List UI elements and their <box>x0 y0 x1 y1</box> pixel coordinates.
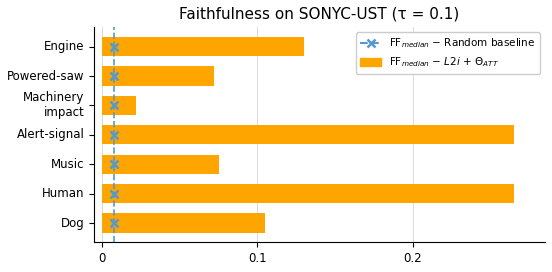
Bar <box>102 184 514 203</box>
Title: Faithfulness on SONYC-UST (τ = 0.1): Faithfulness on SONYC-UST (τ = 0.1) <box>179 7 460 22</box>
Bar <box>102 214 265 233</box>
Bar <box>102 155 219 174</box>
Bar <box>102 37 304 56</box>
Legend: FF$_{median}$ − Random baseline, FF$_{median}$ − $L2i$ + Θ$_{ATT}$: FF$_{median}$ − Random baseline, FF$_{me… <box>356 32 540 74</box>
Bar <box>102 66 214 86</box>
Bar <box>102 96 136 115</box>
Bar <box>102 125 514 144</box>
